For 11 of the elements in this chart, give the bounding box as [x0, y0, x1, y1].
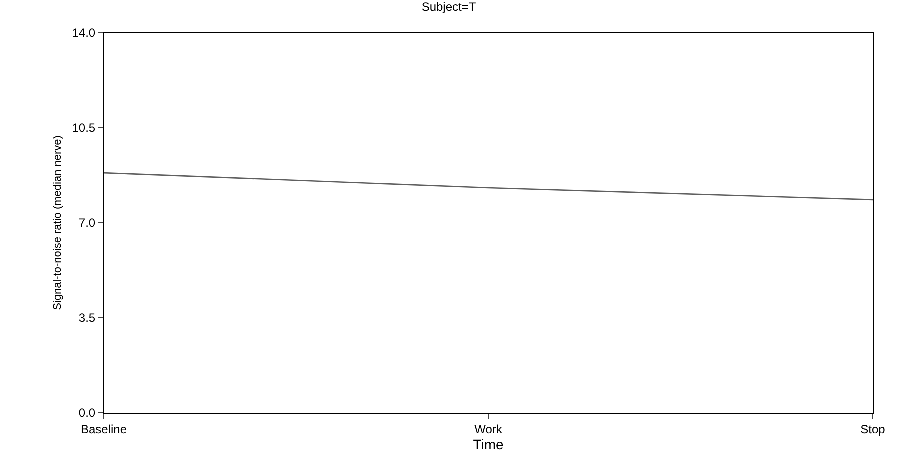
x-tick-label: Stop: [860, 422, 886, 436]
x-tick-label: Baseline: [80, 422, 128, 436]
y-axis-title: Signal-to-noise ratio (median nerve): [52, 136, 64, 310]
x-axis-title: Time: [473, 436, 504, 453]
y-tick-label: 10.5: [72, 121, 96, 136]
y-tick-label: 14.0: [72, 26, 96, 40]
y-tick-label: 3.5: [78, 311, 96, 326]
chart-title: Subject=T: [422, 0, 477, 14]
y-tick-label: 0.0: [78, 406, 96, 420]
x-tick-label: Work: [474, 422, 504, 436]
y-tick-label: 7.0: [78, 216, 96, 230]
